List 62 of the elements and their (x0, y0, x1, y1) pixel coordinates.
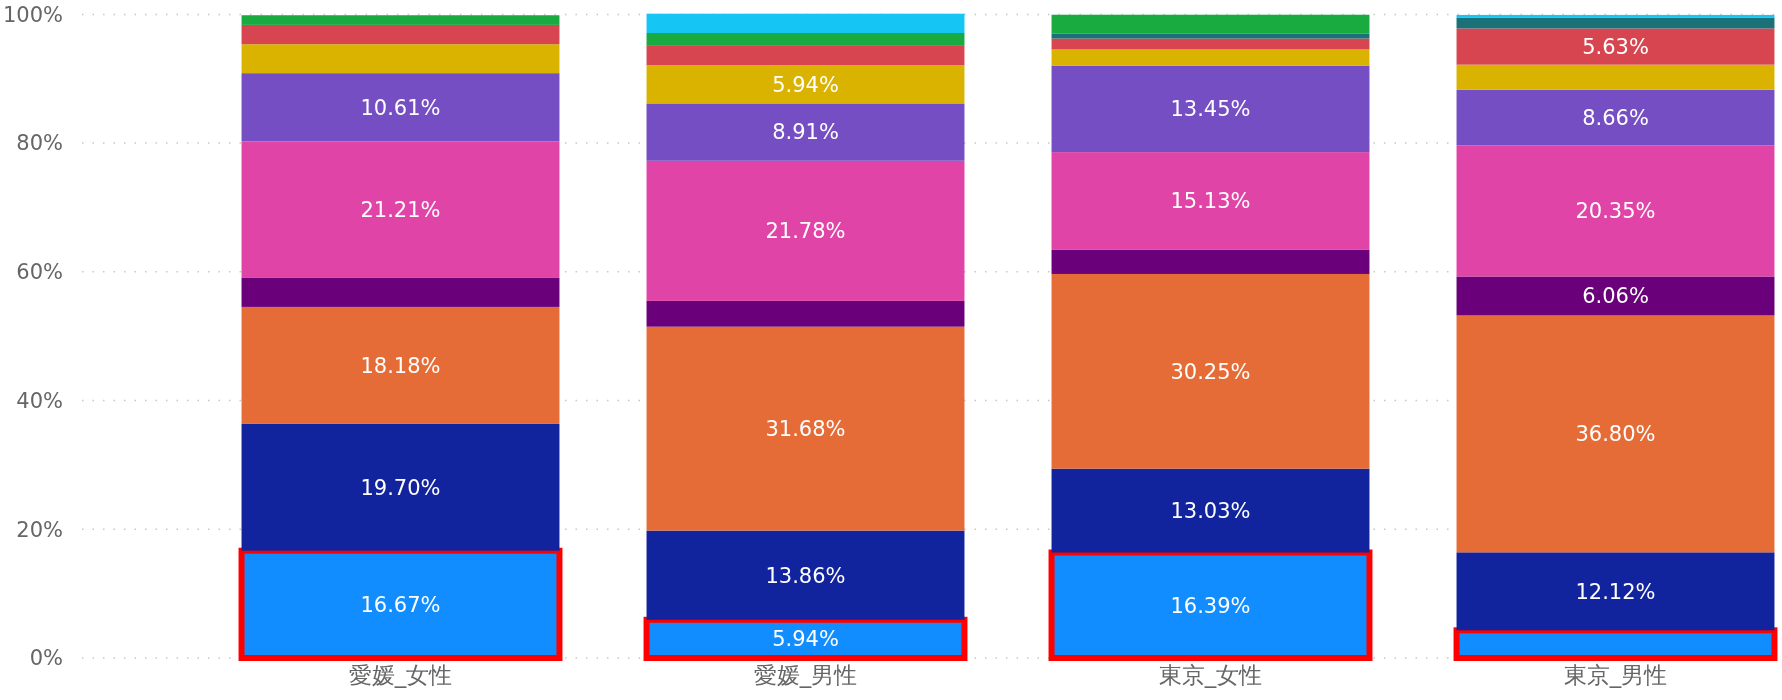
bar (1051, 249, 1370, 274)
bar (646, 33, 965, 46)
bar (1456, 276, 1775, 316)
x-tick-label: 東京_女性 (1158, 662, 1263, 689)
y-tick-label: 0% (29, 646, 63, 671)
bar (241, 277, 560, 307)
y-tick-label: 100% (2, 2, 63, 27)
data-label: 20.35% (1575, 199, 1656, 224)
data-label: 21.78% (765, 219, 846, 244)
bar (1051, 152, 1370, 250)
data-label: 16.67% (360, 592, 441, 617)
y-tick-label: 80% (16, 131, 63, 156)
bar (1051, 273, 1370, 469)
y-tick-label: 60% (16, 260, 63, 285)
data-label: 31.68% (765, 416, 846, 441)
x-tick-label: 東京_男性 (1563, 662, 1668, 689)
bar (1456, 64, 1775, 90)
data-label: 13.86% (765, 563, 846, 588)
bar (1051, 49, 1370, 66)
bar (241, 44, 560, 74)
data-label: 18.18% (360, 353, 441, 378)
bar (1051, 65, 1370, 153)
data-label: 12.12% (1575, 579, 1656, 604)
data-label: 8.66% (1582, 105, 1649, 130)
data-label: 15.13% (1170, 189, 1251, 214)
data-label: 13.45% (1170, 97, 1251, 122)
y-tick-label: 20% (16, 517, 63, 542)
bar (241, 141, 560, 278)
bar (241, 306, 560, 424)
y-tick-label: 40% (16, 388, 63, 413)
bar (1456, 145, 1775, 277)
bar (241, 15, 560, 25)
data-label: 6.06% (1582, 284, 1649, 309)
data-label: 16.39% (1170, 593, 1251, 618)
data-label: 8.91% (772, 120, 839, 145)
x-tick-label: 愛媛_女性 (348, 662, 453, 689)
data-label: 19.70% (360, 475, 441, 500)
bar (1051, 14, 1370, 34)
bar (241, 24, 560, 45)
bar (646, 13, 965, 33)
data-label: 13.03% (1170, 498, 1251, 523)
bar (646, 160, 965, 301)
bar (646, 103, 965, 161)
bar (1051, 33, 1370, 39)
bar (646, 326, 965, 531)
bar (1051, 38, 1370, 50)
data-label: 36.80% (1575, 422, 1656, 447)
bar (1456, 17, 1775, 29)
data-label: 5.63% (1582, 34, 1649, 59)
bar (241, 73, 560, 142)
data-label: 5.94% (772, 627, 839, 652)
bar (1456, 28, 1775, 65)
bar (1456, 89, 1775, 146)
data-label: 10.61% (360, 95, 441, 120)
bar (646, 45, 965, 66)
bar (646, 65, 965, 104)
x-tick-label: 愛媛_男性 (753, 662, 858, 689)
data-label: 21.21% (360, 198, 441, 223)
data-label: 30.25% (1170, 359, 1251, 384)
bar (1456, 315, 1775, 553)
bar (646, 300, 965, 327)
data-label: 5.94% (772, 72, 839, 97)
